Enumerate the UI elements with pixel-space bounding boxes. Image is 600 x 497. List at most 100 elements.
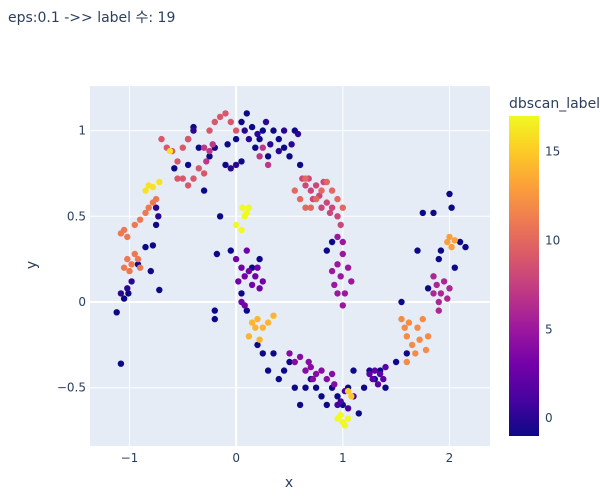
scatter-point: [318, 204, 325, 211]
scatter-point: [259, 144, 266, 151]
y-axis-title: y: [24, 261, 40, 269]
scatter-point: [206, 127, 213, 134]
scatter-point: [206, 147, 213, 155]
scatter-point: [403, 358, 410, 366]
scatter-point: [270, 312, 277, 319]
scatter-point: [339, 204, 346, 211]
scatter-point: [124, 233, 131, 241]
scatter-point: [326, 209, 334, 217]
scatter-point: [149, 242, 157, 249]
scatter-point: [280, 144, 288, 151]
scatter-point: [341, 422, 349, 429]
scatter-point: [124, 285, 131, 292]
scatter-point: [318, 367, 325, 374]
scatter-point: [248, 281, 256, 289]
scatter-point: [323, 199, 330, 206]
scatter-point: [331, 381, 338, 388]
scatter-point: [312, 370, 320, 378]
scatter-point: [211, 315, 218, 323]
scatter-point: [245, 135, 253, 143]
scatter-point: [344, 415, 352, 422]
scatter-point: [206, 153, 213, 160]
scatter-point: [232, 135, 240, 143]
x-tick-label: 0: [232, 451, 240, 465]
scatter-point: [371, 367, 378, 374]
scatter-point: [296, 161, 304, 169]
scatter-point: [209, 141, 216, 148]
scatter-point: [184, 182, 192, 189]
scatter-point: [382, 363, 389, 371]
scatter-point: [403, 350, 410, 357]
scatter-point: [414, 247, 421, 254]
scatter-point: [252, 144, 259, 151]
scatter-point: [243, 110, 250, 117]
scatter-point: [238, 226, 245, 234]
scatter-point: [238, 290, 245, 297]
scatter-point: [203, 158, 210, 165]
scatter-point: [190, 127, 197, 134]
scatter-point: [248, 319, 256, 326]
scatter-point: [376, 370, 384, 378]
x-axis-title: x: [285, 475, 293, 491]
scatter-point: [334, 195, 341, 203]
scatter-point: [334, 213, 341, 220]
colorbar-tick-label: 10: [545, 233, 560, 247]
scatter-point: [446, 190, 453, 198]
scatter-point: [232, 127, 240, 134]
scatter-point: [128, 278, 135, 285]
scatter-point: [446, 233, 453, 241]
scatter-point: [256, 285, 263, 292]
scatter-point: [227, 165, 234, 172]
scatter-point: [318, 187, 325, 194]
scatter-point: [405, 319, 413, 326]
scatter-point: [437, 290, 445, 297]
scatter-point: [328, 370, 336, 378]
scatter-point: [227, 247, 234, 254]
scatter-point: [256, 153, 263, 160]
scatter-point: [318, 393, 325, 400]
scatter-point: [448, 204, 455, 211]
scatter-point: [382, 384, 389, 391]
scatter-point: [323, 375, 330, 383]
scatter-point: [331, 281, 338, 289]
scatter-point: [149, 183, 157, 191]
scatter-point: [174, 158, 181, 165]
scatter-point: [334, 393, 341, 400]
scatter-point: [339, 250, 346, 258]
scatter-point: [302, 175, 309, 182]
scatter-point: [195, 144, 202, 151]
scatter-point: [184, 135, 192, 143]
scatter-point: [254, 315, 261, 323]
scatter-point: [232, 255, 240, 263]
scatter-point: [334, 233, 341, 241]
scatter-point: [171, 165, 178, 172]
scatter-point: [344, 264, 352, 271]
scatter-point: [456, 238, 464, 246]
scatter-point: [259, 324, 266, 331]
scatter-point: [145, 204, 152, 211]
scatter-point: [275, 375, 282, 383]
scatter-point: [241, 273, 248, 280]
scatter-point: [451, 264, 458, 271]
plot-area: [90, 86, 490, 446]
scatter-point: [124, 255, 131, 263]
scatter-point: [312, 182, 320, 189]
scatter-point: [222, 110, 229, 117]
scatter-point: [419, 209, 426, 217]
scatter-point: [120, 264, 128, 271]
scatter-point: [288, 141, 295, 148]
scatter-point: [136, 216, 144, 223]
scatter-point: [328, 238, 336, 246]
scatter-point: [256, 336, 263, 343]
scatter-point: [344, 387, 352, 395]
scatter-point: [380, 375, 387, 383]
scatter-point: [430, 209, 437, 217]
scatter-point: [440, 278, 448, 285]
scatter-point: [275, 135, 282, 143]
scatter-point: [280, 367, 288, 374]
scatter-point: [264, 161, 272, 169]
scatter-point: [448, 243, 455, 251]
scatter-point: [444, 295, 451, 302]
scatter-point: [232, 161, 240, 169]
scatter-point: [216, 113, 224, 121]
